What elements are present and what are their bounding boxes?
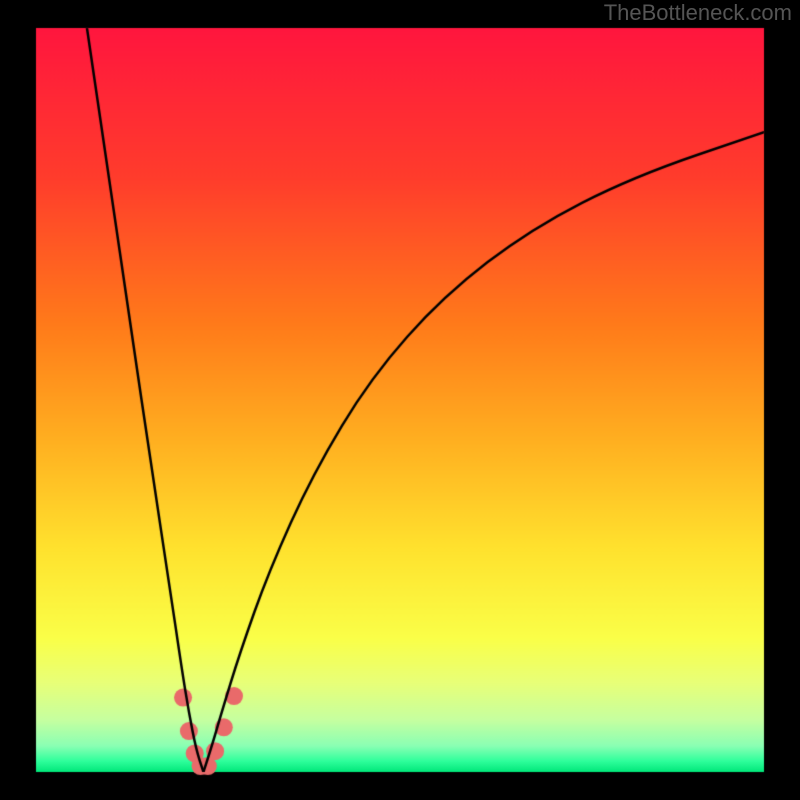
bottleneck-curve (0, 0, 800, 800)
watermark-text: TheBottleneck.com (604, 0, 792, 26)
chart-root: TheBottleneck.com (0, 0, 800, 800)
